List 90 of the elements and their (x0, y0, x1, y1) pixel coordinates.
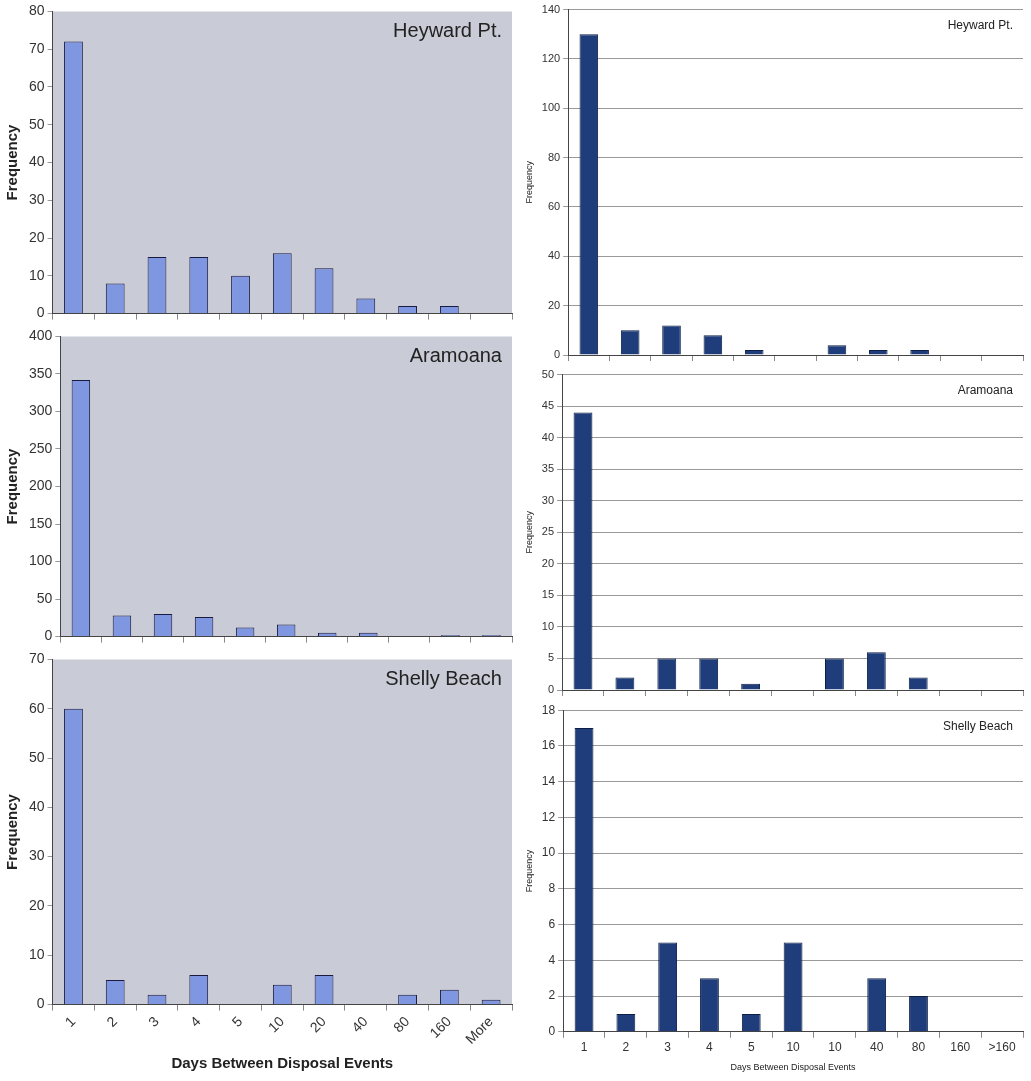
y-tick-label: 10 (28, 266, 45, 283)
y-tick-label: 0 (554, 348, 561, 361)
y-tick-label: 80 (547, 150, 561, 163)
y-tick-label: 45 (541, 399, 555, 412)
y-tick-label: 60 (547, 200, 561, 212)
y-tick-label: 10 (541, 845, 556, 860)
y-tick-label: 20 (28, 228, 45, 245)
y-tick-label: 16 (541, 738, 556, 753)
x-tick-label: 1 (580, 1040, 588, 1055)
chart-title: Heyward Pt. (393, 18, 502, 41)
y-tick-label: 8 (548, 881, 556, 896)
y-tick-label: 140 (541, 2, 561, 15)
y-tick-label: 60 (28, 77, 45, 94)
x-tick-label: 2 (103, 1012, 121, 1030)
y-tick-label: 15 (541, 588, 555, 601)
y-tick-label: 200 (29, 477, 53, 494)
x-tick-label: 40 (870, 1040, 884, 1055)
y-tick-label: 50 (541, 367, 555, 380)
y-tick-label: 100 (541, 101, 561, 114)
x-tick-label: 2 (622, 1040, 630, 1055)
y-tick-label: 20 (547, 298, 561, 311)
x-tick-label: 80 (390, 1012, 413, 1036)
y-tick-label: 70 (28, 650, 45, 667)
y-tick-label: 70 (28, 40, 45, 57)
y-tick-label: 50 (36, 589, 53, 606)
chart-title: Shelly Beach (385, 666, 502, 689)
y-tick-label: 18 (541, 702, 556, 717)
x-axis-title: Days Between Disposal Events (171, 1054, 394, 1072)
y-tick-label: 30 (28, 847, 45, 864)
y-tick-label: 10 (541, 619, 555, 632)
y-tick-label: 0 (36, 995, 45, 1012)
y-tick-label: 20 (541, 556, 555, 569)
x-tick-label: 160 (426, 1012, 455, 1041)
y-axis-title: Frequency (523, 160, 534, 204)
y-axis-title: Frequency (523, 849, 534, 893)
y-tick-label: 20 (28, 896, 45, 913)
y-tick-label: 350 (29, 364, 53, 381)
y-tick-label: 0 (548, 1024, 556, 1039)
y-tick-label: 2 (548, 988, 556, 1003)
y-tick-label: 100 (29, 552, 53, 569)
text: Heyward Pt. (947, 17, 1013, 32)
y-tick-label: 40 (541, 430, 555, 443)
y-axis-title: Frequency (3, 793, 21, 870)
x-tick-label: 80 (911, 1040, 926, 1055)
y-tick-label: 80 (28, 2, 45, 19)
y-tick-label: 150 (29, 514, 53, 531)
y-tick-label: 120 (541, 51, 561, 64)
y-tick-label: 40 (547, 249, 561, 262)
y-tick-label: 14 (541, 773, 556, 788)
text: Aramoana (957, 382, 1014, 397)
y-tick-label: 0 (547, 683, 555, 696)
x-tick-label: 1 (61, 1012, 79, 1030)
x-tick-label: 160 (950, 1040, 971, 1055)
y-axis-title: Frequency (523, 510, 534, 554)
y-tick-label: 4 (548, 952, 556, 967)
y-tick-label: 10 (28, 946, 45, 963)
y-tick-label: 6 (548, 916, 556, 931)
x-tick-label: 10 (264, 1012, 288, 1036)
x-tick-label: 5 (747, 1040, 755, 1055)
x-tick-label: >160 (988, 1040, 1016, 1055)
y-tick-label: 40 (28, 153, 45, 170)
chart-title: Aramoana (409, 343, 503, 366)
y-tick-label: 40 (28, 798, 45, 815)
y-tick-label: 400 (29, 327, 53, 344)
x-tick-label: 40 (348, 1012, 371, 1036)
y-tick-label: 12 (541, 809, 556, 824)
y-axis-title: Frequency (3, 123, 21, 201)
y-tick-label: 5 (547, 651, 555, 664)
x-tick-label: 4 (706, 1040, 714, 1055)
x-tick-label: 3 (664, 1040, 672, 1055)
x-axis-title: Days Between Disposal Events (730, 1062, 857, 1073)
y-axis-title: Frequency (3, 447, 21, 525)
y-tick-label: 60 (28, 699, 45, 716)
y-tick-label: 50 (28, 748, 45, 765)
y-tick-label: 0 (44, 627, 53, 644)
x-tick-label: 3 (145, 1012, 162, 1030)
y-tick-label: 50 (28, 115, 45, 132)
y-tick-label: 250 (29, 439, 53, 456)
y-tick-label: 35 (541, 462, 555, 475)
y-tick-label: 30 (541, 493, 555, 506)
x-tick-label: 20 (306, 1012, 330, 1036)
y-tick-label: 0 (36, 304, 45, 321)
y-tick-label: 25 (541, 525, 555, 538)
text: Shelly Beach (942, 718, 1013, 733)
y-tick-label: 300 (29, 402, 53, 419)
x-tick-label: 10 (786, 1040, 801, 1055)
x-tick-label: 10 (828, 1040, 842, 1055)
y-tick-label: 30 (28, 191, 45, 208)
x-tick-label: 4 (186, 1012, 204, 1030)
x-tick-label: 5 (228, 1012, 246, 1030)
